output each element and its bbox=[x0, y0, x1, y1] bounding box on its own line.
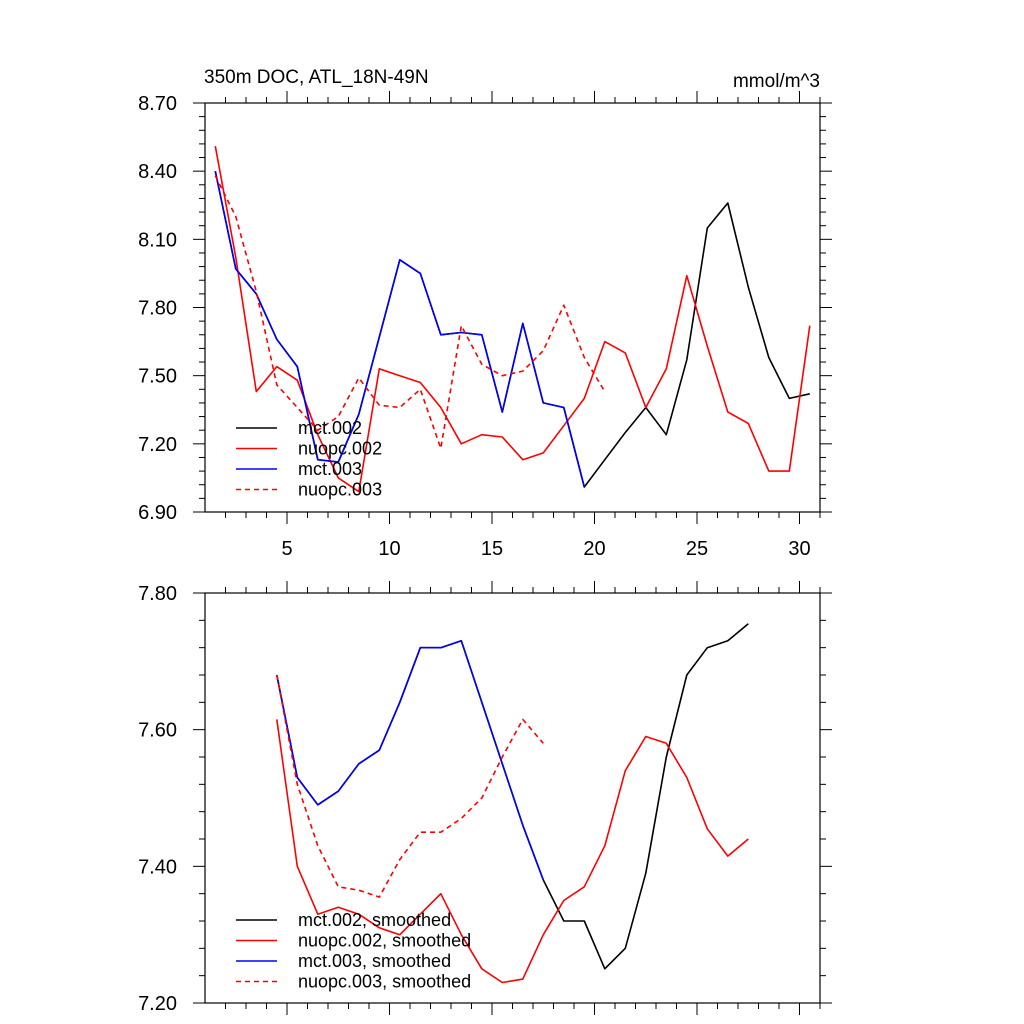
y-tick-label: 8.10 bbox=[138, 229, 177, 251]
units-label: mmol/m^3 bbox=[733, 71, 820, 92]
y-tick-label: 8.40 bbox=[138, 161, 177, 183]
legend-label: mct.002 bbox=[298, 418, 362, 438]
chart-title: 350m DOC, ATL_18N-49N bbox=[204, 67, 429, 88]
y-tick-label: 7.60 bbox=[138, 720, 177, 742]
top-panel: 350m DOC, ATL_18N-49N mmol/m^3 8.70 8.40 8… bbox=[138, 67, 832, 560]
legend-label: nuopc.003 bbox=[298, 480, 382, 500]
series-line-nuopc-003 bbox=[214, 175, 606, 450]
x-tick-label: 10 bbox=[378, 538, 400, 560]
series-line-nuopc-002-smoothed bbox=[276, 719, 749, 984]
legend-label: nuopc.002, smoothed bbox=[298, 931, 471, 951]
series-line-mct-003-smoothed bbox=[276, 639, 545, 881]
y-tick-label: 7.40 bbox=[138, 856, 177, 878]
series-line-mct-003 bbox=[214, 171, 586, 488]
legend-label: nuopc.003, smoothed bbox=[298, 972, 471, 992]
legend-label: nuopc.002 bbox=[298, 439, 382, 459]
x-tick-label: 30 bbox=[788, 538, 810, 560]
legend-label: mct.003 bbox=[298, 459, 362, 479]
x-tick-label: 15 bbox=[481, 538, 503, 560]
y-tick-label: 7.20 bbox=[138, 434, 177, 456]
y-tick-label: 7.20 bbox=[138, 993, 177, 1015]
x-tick-label: 20 bbox=[583, 538, 605, 560]
x-tick-label: 5 bbox=[281, 538, 292, 560]
legend-label: mct.002, smoothed bbox=[298, 910, 451, 930]
y-tick-label: 7.80 bbox=[138, 583, 177, 605]
series-line-nuopc-003-smoothed bbox=[276, 674, 544, 898]
y-tick-label: 6.90 bbox=[138, 502, 177, 524]
y-tick-label: 7.80 bbox=[138, 298, 177, 320]
legend-label: mct.003, smoothed bbox=[298, 951, 451, 971]
x-tick-label: 25 bbox=[686, 538, 708, 560]
y-tick-label: 8.70 bbox=[138, 93, 177, 115]
y-tick-label: 7.50 bbox=[138, 366, 177, 388]
